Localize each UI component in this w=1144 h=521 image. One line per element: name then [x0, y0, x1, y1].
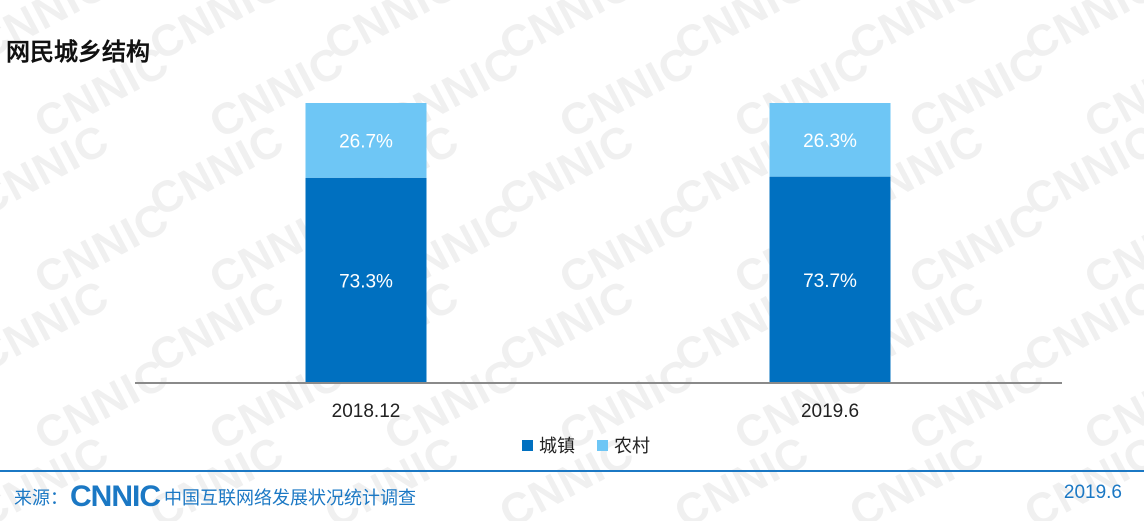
- page-title: 网民城乡结构: [6, 37, 150, 66]
- source-label: 来源：: [14, 488, 68, 509]
- cnnic-logo: CNNIC: [70, 480, 161, 513]
- footer-divider: [0, 470, 1144, 472]
- bar-segment-urban-0: [305, 177, 427, 383]
- footer-date: 2019.6: [1063, 482, 1122, 503]
- bar-segment-urban-1: [769, 176, 891, 383]
- category-label-1: 2019.6: [801, 401, 859, 422]
- legend-label-urban: 城镇: [539, 436, 575, 457]
- data-label-rural-0: 26.7%: [339, 131, 393, 152]
- legend-item-urban: 城镇: [522, 432, 575, 458]
- legend-swatch-urban: [522, 439, 533, 451]
- data-label-urban-0: 73.3%: [339, 271, 393, 292]
- data-label-urban-1: 73.7%: [803, 271, 857, 292]
- footer-source: 来源： CNNIC 中国互联网络发展状况统计调查: [14, 480, 416, 514]
- source-text: 中国互联网络发展状况统计调查: [164, 488, 416, 509]
- legend-label-rural: 农村: [614, 436, 650, 457]
- legend-swatch-rural: [597, 439, 608, 451]
- category-label-0: 2018.12: [332, 401, 401, 422]
- bar-segment-rural-1: [769, 103, 891, 177]
- stacked-bar-chart: 73.3% 26.7% 2018.12 73.7% 26.3% 2019.6: [135, 103, 1062, 422]
- data-label-rural-1: 26.3%: [803, 131, 857, 152]
- bar-segment-rural-0: [305, 103, 427, 178]
- legend: 城镇 农村: [522, 432, 650, 458]
- legend-item-rural: 农村: [597, 432, 650, 458]
